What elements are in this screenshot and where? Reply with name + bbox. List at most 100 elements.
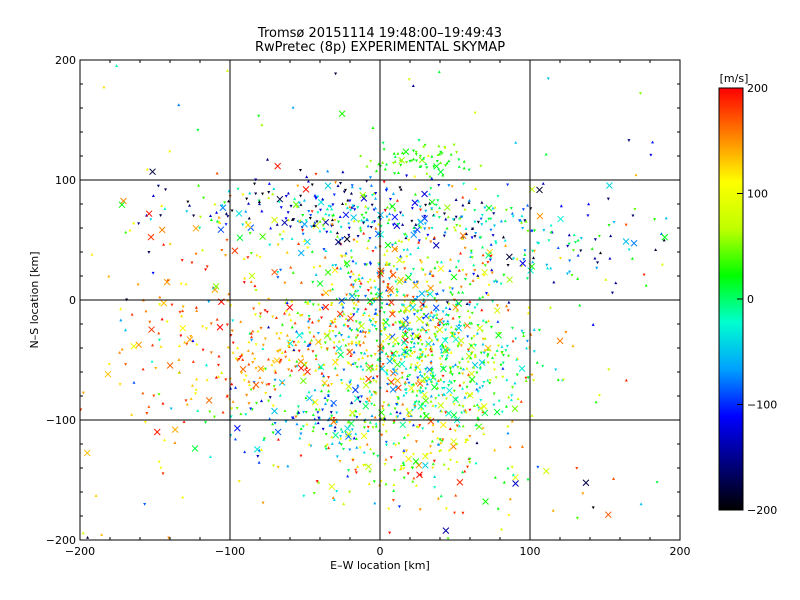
data-point-down — [459, 217, 463, 220]
data-point-cross — [217, 226, 225, 234]
data-point-cross — [471, 361, 479, 369]
data-point-up — [535, 360, 539, 364]
data-point-up — [506, 424, 510, 428]
data-point-down — [381, 322, 385, 326]
data-point-down — [392, 354, 396, 358]
data-point-down — [331, 203, 335, 207]
data-point-up — [303, 339, 307, 343]
data-point-down — [447, 383, 451, 387]
data-point-down — [335, 455, 339, 459]
data-point-down — [365, 401, 369, 404]
data-point-up — [412, 280, 416, 284]
data-point-up — [358, 279, 362, 283]
data-point-down — [253, 357, 257, 361]
data-point-down — [267, 191, 271, 194]
data-point-up — [209, 218, 213, 221]
data-point-down — [419, 339, 423, 342]
data-point-cross — [384, 333, 392, 341]
data-point-up — [418, 165, 422, 168]
data-point-up — [217, 375, 221, 378]
data-point-up — [368, 380, 372, 384]
data-point-cross — [495, 331, 502, 339]
data-point-down — [491, 300, 495, 303]
data-point-down — [389, 456, 393, 460]
data-point-up — [119, 318, 123, 322]
data-point-down — [376, 454, 380, 458]
data-point-down — [295, 205, 299, 209]
data-point-down — [411, 332, 415, 336]
data-point-down — [231, 319, 235, 323]
data-point-down — [526, 376, 530, 380]
data-point-cross — [422, 452, 429, 460]
data-point-down — [308, 331, 312, 335]
data-point-up — [385, 186, 389, 190]
data-point-up — [381, 160, 385, 164]
data-point-cross — [394, 361, 401, 368]
data-point-down — [399, 465, 403, 468]
data-point-up — [438, 280, 442, 284]
data-point-down — [331, 330, 335, 333]
data-point-down — [351, 283, 355, 287]
data-point-down — [355, 416, 359, 419]
data-point-down — [440, 355, 444, 358]
data-point-up — [236, 346, 240, 350]
data-point-down — [335, 411, 339, 415]
data-point-up — [344, 251, 348, 255]
data-point-up — [442, 462, 446, 466]
data-point-down — [518, 219, 522, 223]
data-point-down — [209, 351, 213, 355]
data-point-down — [489, 217, 493, 221]
data-point-down — [574, 240, 578, 244]
data-point-up — [396, 152, 400, 155]
data-point-down — [263, 337, 267, 341]
data-point-up — [352, 219, 356, 223]
data-point-up — [572, 233, 576, 237]
data-point-up — [506, 431, 510, 435]
data-point-down — [452, 143, 456, 147]
data-point-down — [337, 220, 341, 224]
data-point-up — [433, 266, 437, 270]
data-point-up — [364, 361, 368, 365]
data-point-down — [205, 327, 209, 331]
data-point-down — [357, 358, 361, 362]
data-point-down — [568, 270, 572, 274]
data-point-down — [338, 459, 342, 463]
data-point-up — [432, 342, 436, 346]
data-point-up — [444, 312, 448, 316]
data-point-down — [423, 227, 427, 231]
data-point-up — [431, 423, 435, 427]
data-point-up — [567, 233, 571, 237]
data-point-up — [177, 103, 181, 107]
data-point-up — [328, 288, 332, 292]
data-point-down — [207, 300, 211, 304]
data-point-down — [431, 466, 435, 470]
data-point-down — [261, 343, 265, 347]
data-point-down — [339, 182, 343, 185]
data-point-down — [302, 494, 306, 498]
data-point-cross — [481, 268, 488, 276]
data-point-down — [262, 437, 266, 441]
data-point-up — [651, 140, 655, 144]
data-point-up — [217, 354, 221, 358]
data-point-up — [462, 166, 466, 170]
data-point-up — [443, 230, 447, 234]
data-point-up — [339, 266, 343, 270]
data-point-up — [160, 204, 164, 207]
data-point-down — [479, 164, 483, 168]
data-point-down — [420, 408, 424, 411]
data-point-down — [447, 302, 451, 306]
data-point-cross — [301, 220, 308, 228]
data-point-down — [301, 232, 305, 236]
data-point-up — [490, 356, 494, 360]
data-point-down — [461, 404, 465, 408]
data-point-cross — [160, 299, 168, 307]
data-point-down — [481, 427, 485, 431]
data-point-down — [416, 309, 420, 313]
data-point-down — [279, 268, 283, 272]
data-point-up — [275, 222, 279, 226]
data-point-down — [525, 339, 529, 343]
data-point-down — [504, 349, 508, 353]
data-point-cross — [219, 204, 227, 212]
data-point-down — [575, 466, 579, 470]
data-point-up — [278, 232, 282, 236]
